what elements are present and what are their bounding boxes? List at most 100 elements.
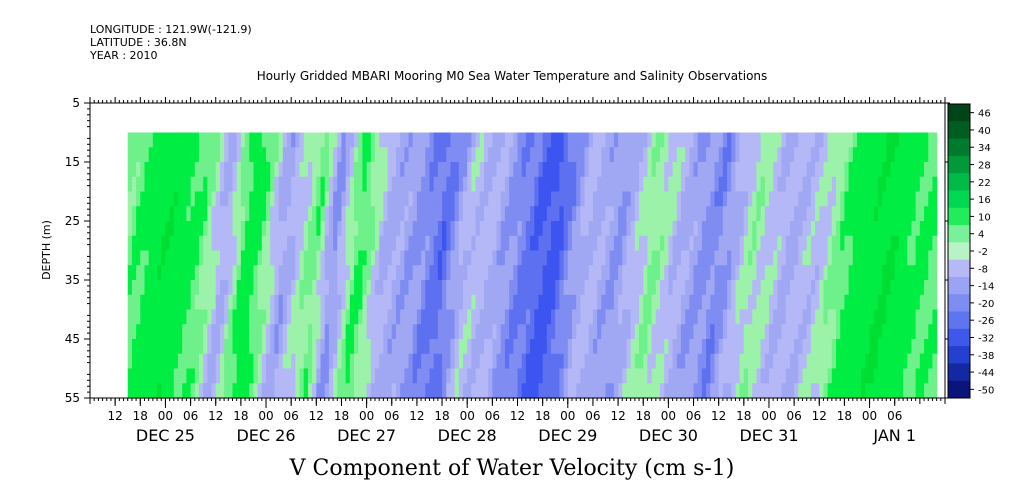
heatmap-cell xyxy=(861,353,866,370)
heatmap-cell xyxy=(886,353,892,370)
heatmap-cell xyxy=(513,383,519,399)
heatmap-cell xyxy=(337,176,343,193)
heatmap-cell xyxy=(404,191,410,207)
heatmap-cell xyxy=(831,176,837,193)
heatmap-cell xyxy=(492,221,498,237)
heatmap-cell xyxy=(630,353,636,370)
heatmap-cell xyxy=(836,353,841,370)
heatmap-cell xyxy=(622,265,628,281)
heatmap-cell xyxy=(576,353,581,370)
heatmap-cell xyxy=(693,309,699,325)
heatmap-cell xyxy=(131,294,137,311)
heatmap-cell xyxy=(270,206,276,222)
heatmap-cell xyxy=(387,339,393,355)
heatmap-cell xyxy=(207,383,213,399)
heatmap-cell xyxy=(266,221,271,237)
heatmap-cell xyxy=(555,280,561,296)
heatmap-cell xyxy=(869,176,875,193)
heatmap-cell xyxy=(743,191,749,207)
heatmap-cell xyxy=(701,324,707,340)
heatmap-cell xyxy=(471,162,477,178)
heatmap-cell xyxy=(651,368,657,384)
heatmap-cell xyxy=(810,176,816,193)
heatmap-cell xyxy=(819,309,825,325)
heatmap-cell xyxy=(173,294,179,311)
heatmap-cell xyxy=(559,309,565,325)
heatmap-cell xyxy=(748,147,753,163)
heatmap-cell xyxy=(869,280,875,296)
heatmap-cell xyxy=(333,294,338,311)
heatmap-cell xyxy=(756,339,762,355)
heatmap-cell xyxy=(618,324,623,340)
heatmap-cell xyxy=(718,162,724,178)
heatmap-cell xyxy=(211,280,217,296)
heatmap-cell xyxy=(680,339,686,355)
x-hour-tick-label: 18 xyxy=(837,409,852,423)
heatmap-cell xyxy=(488,250,493,266)
heatmap-cell xyxy=(781,176,787,193)
heatmap-cell xyxy=(157,294,162,311)
heatmap-cell xyxy=(634,324,640,340)
heatmap-cell xyxy=(655,353,661,370)
heatmap-cell xyxy=(387,206,393,222)
heatmap-cell xyxy=(907,191,913,207)
heatmap-cell xyxy=(228,339,234,355)
heatmap-cell xyxy=(643,162,649,178)
heatmap-cell xyxy=(454,176,460,193)
heatmap-cell xyxy=(479,324,485,340)
heatmap-cell xyxy=(131,353,137,370)
heatmap-cell xyxy=(689,162,695,178)
heatmap-cell xyxy=(806,191,812,207)
heatmap-cell xyxy=(421,250,426,266)
heatmap-cell xyxy=(278,353,284,370)
heatmap-cell xyxy=(609,368,615,384)
heatmap-cell xyxy=(907,221,913,237)
heatmap-cell xyxy=(496,294,502,311)
heatmap-cell xyxy=(437,221,443,237)
heatmap-cell xyxy=(693,235,699,252)
heatmap-cell xyxy=(735,132,741,148)
heatmap-cell xyxy=(551,132,556,148)
heatmap-cell xyxy=(613,206,619,222)
heatmap-cell xyxy=(789,235,795,252)
heatmap-cell xyxy=(752,132,757,148)
heatmap-cell xyxy=(760,191,766,207)
heatmap-cell xyxy=(140,339,146,355)
heatmap-cell xyxy=(668,353,674,370)
heatmap-cell xyxy=(324,309,330,325)
heatmap-cell xyxy=(207,309,213,325)
heatmap-cell xyxy=(877,368,883,384)
heatmap-cell xyxy=(760,324,766,340)
heatmap-cell xyxy=(743,383,749,399)
heatmap-cell xyxy=(463,162,468,178)
heatmap-cell xyxy=(785,176,791,193)
heatmap-cell xyxy=(207,206,213,222)
heatmap-cell xyxy=(219,265,225,281)
heatmap-cell xyxy=(584,294,590,311)
heatmap-cell xyxy=(320,294,326,311)
heatmap-cell xyxy=(915,176,921,193)
heatmap-cell xyxy=(224,235,229,252)
heatmap-cell xyxy=(886,221,892,237)
heatmap-cell xyxy=(890,191,896,207)
heatmap-cell xyxy=(680,383,686,399)
heatmap-cell xyxy=(840,250,846,266)
heatmap-cell xyxy=(668,368,674,384)
heatmap-cell xyxy=(823,147,829,163)
heatmap-cell xyxy=(680,250,686,266)
heatmap-cell xyxy=(429,294,435,311)
heatmap-cell xyxy=(773,353,778,370)
heatmap-cell xyxy=(416,221,422,237)
y-tick-label: 25 xyxy=(65,214,80,228)
heatmap-cell xyxy=(789,176,795,193)
heatmap-cell xyxy=(898,191,904,207)
heatmap-cell xyxy=(840,309,846,325)
heatmap-cell xyxy=(194,339,200,355)
heatmap-cell xyxy=(630,221,636,237)
heatmap-cell xyxy=(215,221,221,237)
heatmap-cell xyxy=(458,132,464,148)
heatmap-cell xyxy=(655,324,661,340)
heatmap-cell xyxy=(303,265,309,281)
heatmap-cell xyxy=(785,294,791,311)
